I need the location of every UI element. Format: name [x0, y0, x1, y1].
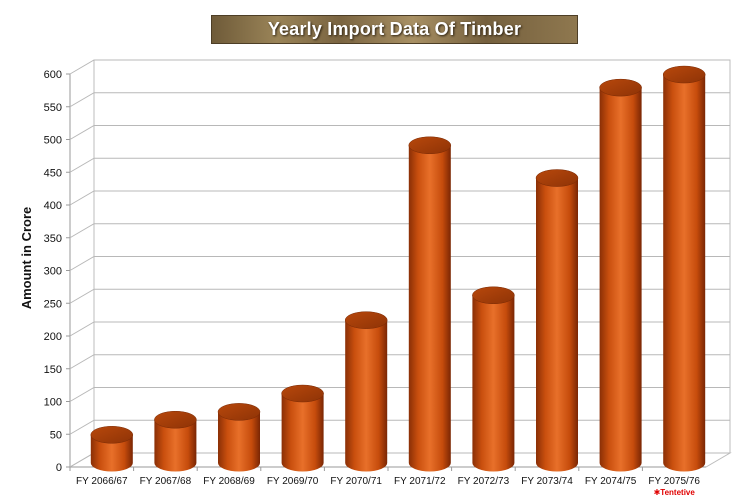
bar-top	[599, 78, 642, 97]
bar-7	[535, 169, 579, 472]
gridline	[69, 223, 730, 239]
y-tick-label: 50	[50, 429, 62, 441]
bar-body	[536, 178, 578, 472]
bar-top	[217, 403, 261, 421]
y-tick-label: 100	[44, 397, 62, 409]
gridline	[69, 190, 730, 206]
labels-layer: 0 50 100 150 200 250 300 350 400 450 500 550 600 FY 2…	[44, 69, 701, 497]
bar-body	[154, 419, 197, 472]
bar-body	[472, 295, 515, 472]
gridline	[69, 125, 730, 140]
bar-4	[344, 311, 388, 472]
y-tick-label: 550	[44, 102, 62, 114]
bar-3	[281, 384, 324, 472]
bar-0	[90, 426, 134, 472]
bar-2	[217, 403, 261, 472]
gridline	[69, 321, 730, 337]
gridline	[69, 92, 730, 108]
bar-top	[662, 65, 706, 84]
bar-top	[535, 169, 579, 187]
gridline	[69, 157, 730, 173]
y-tick-label: 600	[44, 69, 62, 81]
x-tick-label: FY 2072/73	[458, 476, 510, 487]
x-tick-label: FY 2066/67	[76, 476, 128, 487]
bar-6	[472, 286, 515, 472]
bar-body	[408, 145, 451, 472]
y-tick-label: 0	[56, 462, 62, 474]
bar-top	[281, 384, 324, 403]
gridline	[69, 419, 730, 435]
chart-title: Yearly Import Data Of Timber	[267, 19, 522, 39]
bar-top	[408, 136, 452, 155]
bar-top	[472, 286, 515, 305]
y-axis-label: Amount in Crore	[19, 207, 34, 310]
gridline	[69, 354, 730, 370]
bar-body	[281, 393, 324, 472]
bar-8	[599, 78, 642, 472]
bar-top	[90, 426, 134, 444]
bar-top	[344, 311, 388, 329]
x-tick-label: FY 2075/76	[648, 476, 700, 487]
x-tick-label: FY 2074/75	[585, 476, 637, 487]
gridline	[69, 288, 730, 304]
y-tick-label: 150	[44, 364, 62, 376]
bar-1	[154, 410, 197, 472]
bar-body	[218, 411, 260, 472]
bar-9	[662, 65, 706, 472]
x-tick-label: FY 2071/72	[394, 476, 446, 487]
y-tick-label: 450	[44, 167, 62, 179]
bar-5	[408, 136, 452, 472]
y-tick-label: 200	[44, 331, 62, 343]
x-tick-label: FY 2068/69	[203, 476, 255, 487]
bar-top	[154, 410, 197, 429]
chart-title-banner: Yearly Import Data Of Timber	[211, 15, 578, 44]
y-tick-label: 400	[44, 200, 62, 212]
x-tick-label: FY 2073/74	[521, 476, 573, 487]
bar-body	[90, 434, 133, 472]
x-tick-label: FY 2069/70	[267, 476, 319, 487]
gridline	[69, 387, 730, 402]
y-tick-label: 300	[44, 266, 62, 278]
annotation-tentetive: ✱Tentetive	[654, 488, 696, 497]
bar-body	[663, 74, 706, 472]
y-tick-label: 350	[44, 233, 62, 245]
y-tick-label: 500	[44, 135, 62, 147]
y-tick-label: 250	[44, 298, 62, 310]
gridline	[69, 59, 730, 75]
gridline	[69, 256, 730, 271]
bar-body	[599, 87, 642, 472]
x-tick-label: FY 2067/68	[140, 476, 192, 487]
x-tick-label: FY 2070/71	[330, 476, 382, 487]
bars-layer	[90, 65, 706, 472]
bar-body	[345, 320, 388, 472]
